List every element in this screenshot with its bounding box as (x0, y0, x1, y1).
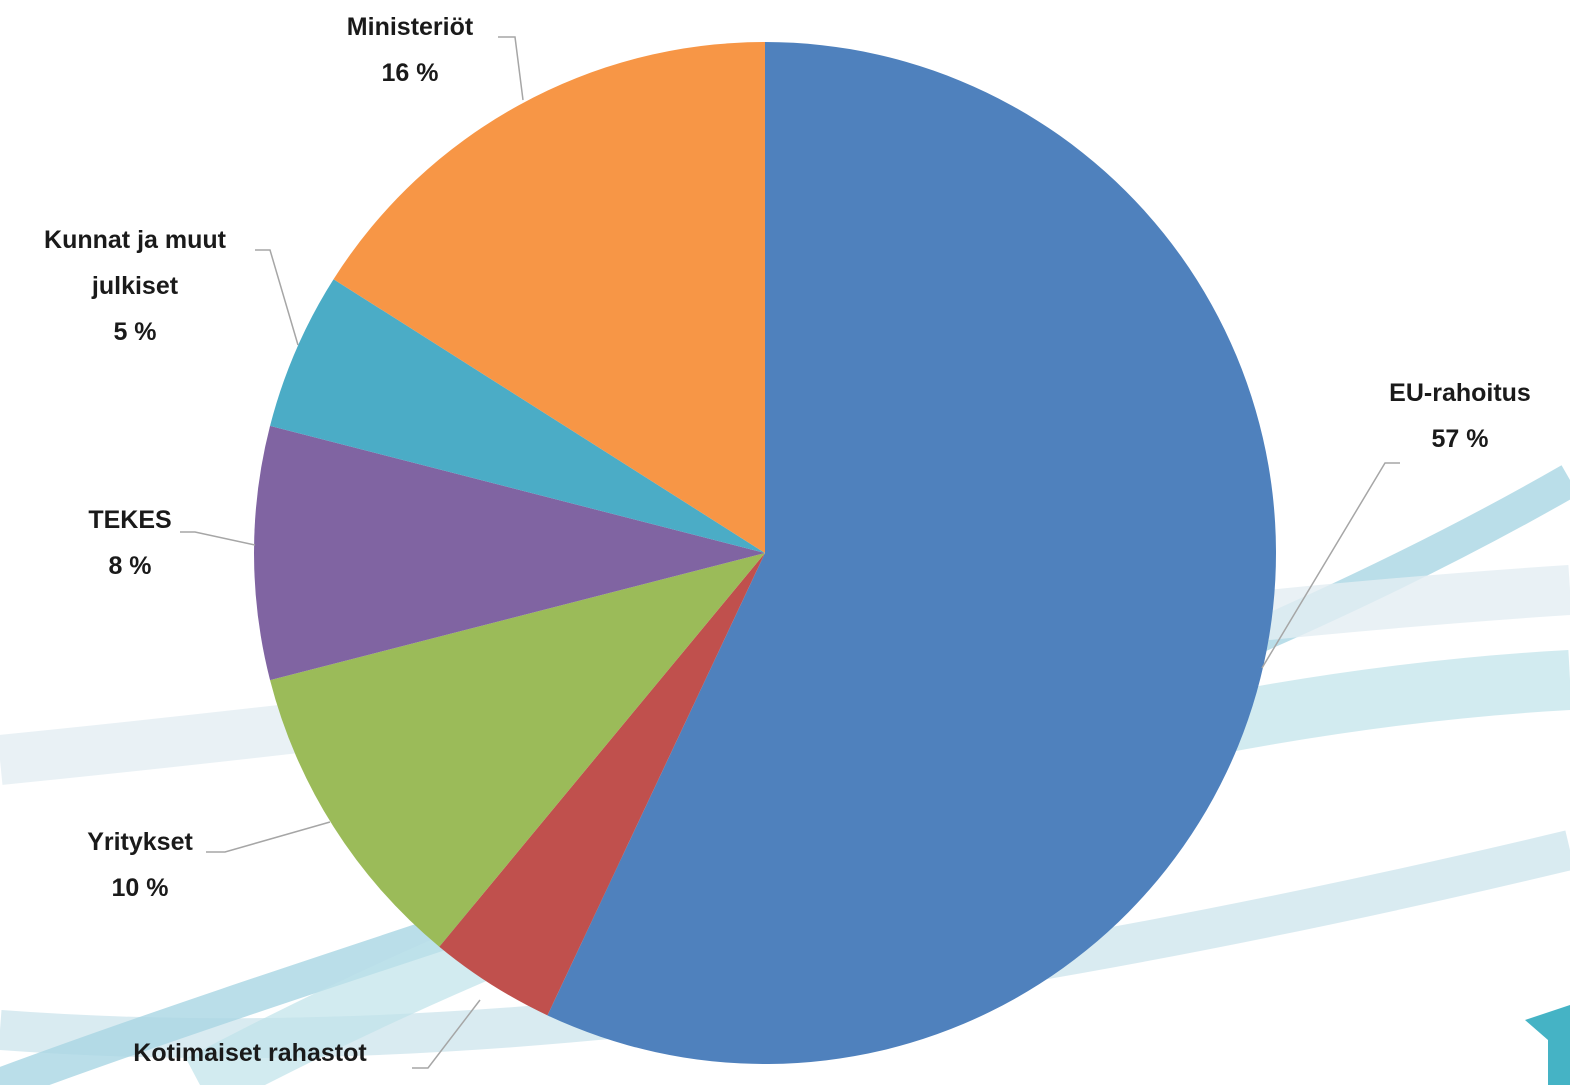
value-label: 16 % (381, 59, 439, 87)
value-label: 4 % (50, 1076, 450, 1085)
value-label: 5 % (113, 318, 157, 346)
category-label: Ministeriöt (346, 13, 474, 41)
pie-slice (270, 279, 765, 553)
pie-slice (270, 553, 765, 947)
data-label: Kotimaiset rahastot 4 % (50, 1030, 450, 1085)
pie-slice (439, 553, 765, 1016)
category-label: Kunnat ja muut julkiset (44, 226, 226, 300)
pie-slice (254, 425, 765, 681)
value-label: 10 % (111, 874, 169, 902)
category-label: EU-rahoitus (1389, 379, 1531, 407)
pie-slice (547, 42, 1277, 1064)
category-label: Yritykset (87, 828, 193, 856)
pie-slice (333, 41, 765, 553)
data-label: Ministeriöt 16 % (260, 4, 560, 96)
category-label: Kotimaiset rahastot (133, 1039, 367, 1067)
data-label: Kunnat ja muut julkiset 5 % (0, 217, 270, 355)
data-label: EU-rahoitus 57 % (1310, 370, 1570, 462)
category-label: TEKES (88, 506, 172, 534)
leader-lines (180, 36, 1400, 1069)
data-label: TEKES 8 % (0, 497, 280, 589)
data-label: Yritykset 10 % (0, 819, 290, 911)
value-label: 57 % (1431, 425, 1489, 453)
value-label: 8 % (108, 552, 152, 580)
